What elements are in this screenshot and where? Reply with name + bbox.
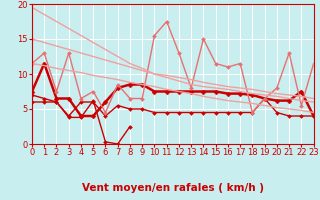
Text: Vent moyen/en rafales ( km/h ): Vent moyen/en rafales ( km/h ) xyxy=(82,183,264,193)
